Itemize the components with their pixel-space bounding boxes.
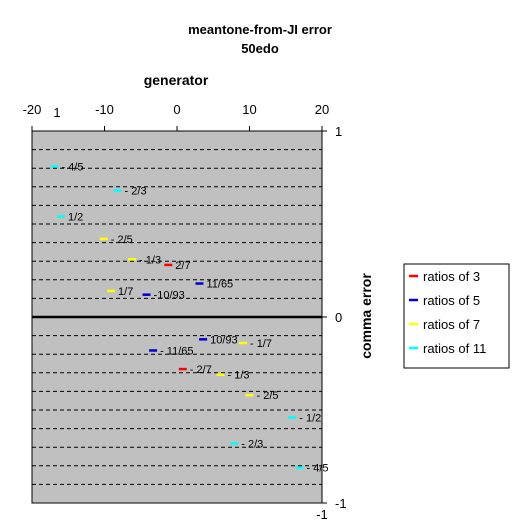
data-label: - 1/2 bbox=[299, 412, 321, 424]
data-label: - 2/5 bbox=[111, 234, 133, 246]
data-label: - 4/5 bbox=[61, 161, 83, 173]
extra-label-top: 1 bbox=[53, 105, 60, 120]
data-label: 1/2 bbox=[68, 212, 83, 224]
y-axis-title: comma error bbox=[358, 273, 374, 359]
x-tick-label: 20 bbox=[315, 102, 329, 117]
x-tick-label: 10 bbox=[242, 102, 256, 117]
x-tick-label: 0 bbox=[173, 102, 180, 117]
data-label: 11/65 bbox=[206, 279, 233, 291]
x-axis-ticks: -20 -10 0 10 20 bbox=[23, 102, 329, 131]
legend-label: ratios of 3 bbox=[423, 269, 480, 284]
data-label: - 2/3 bbox=[125, 186, 147, 198]
data-label: - 2/3 bbox=[241, 438, 263, 450]
data-label: 1/7 bbox=[118, 286, 133, 298]
y-axis-ticks: 1 0 -1 bbox=[322, 124, 347, 511]
legend-label: ratios of 5 bbox=[423, 293, 480, 308]
legend-label: ratios of 11 bbox=[423, 341, 486, 356]
data-label: 10/93 bbox=[210, 334, 238, 346]
data-label: - 11/65 bbox=[160, 345, 193, 357]
gridlines bbox=[32, 149, 322, 485]
legend-label: ratios of 7 bbox=[423, 317, 480, 332]
y-tick-label: 0 bbox=[335, 310, 342, 325]
legend: ratios of 3 ratios of 5 ratios of 7 ratios … bbox=[409, 269, 486, 356]
chart-subtitle: 50edo bbox=[241, 41, 279, 56]
data-label: - 1/7 bbox=[250, 338, 272, 350]
extra-label-bottom: -1 bbox=[316, 507, 328, 522]
data-label: - 4/5 bbox=[307, 463, 329, 475]
y-tick-label: -1 bbox=[335, 496, 347, 511]
y-tick-label: 1 bbox=[335, 124, 342, 139]
x-axis-title: generator bbox=[144, 72, 209, 88]
data-label: -10/93 bbox=[154, 290, 185, 302]
chart-title: meantone-from-JI error bbox=[188, 22, 332, 37]
data-label: 2/7 bbox=[175, 260, 190, 272]
data-points: 2/7 - 2/7 11/65 -10/93 10/93 - 11/65 - 2/5 - 1/… bbox=[50, 161, 329, 475]
x-tick-label: -10 bbox=[95, 102, 114, 117]
data-label: - 2/7 bbox=[190, 364, 212, 376]
data-label: - 1/3 bbox=[228, 370, 250, 382]
data-label: - 1/3 bbox=[139, 254, 161, 266]
legend-box bbox=[403, 263, 510, 369]
x-tick-label: -20 bbox=[23, 102, 42, 117]
data-label: - 2/5 bbox=[257, 390, 279, 402]
